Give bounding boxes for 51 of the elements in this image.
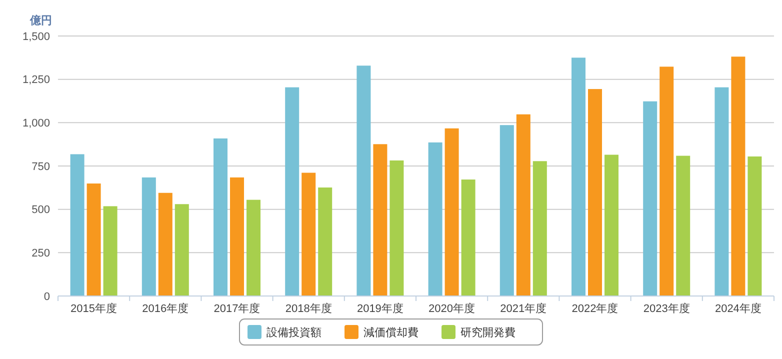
bar	[302, 172, 316, 296]
bar	[158, 192, 172, 296]
x-tick-label: 2023年度	[643, 302, 690, 315]
x-tick-label: 2018年度	[285, 302, 332, 315]
x-tick-label: 2021年度	[500, 302, 547, 315]
bar	[246, 200, 260, 296]
bar	[461, 180, 476, 296]
bar	[714, 87, 729, 296]
bar	[318, 187, 332, 296]
bar	[748, 156, 762, 296]
bar	[428, 142, 442, 296]
x-tick-label: 2016年度	[142, 302, 189, 315]
y-tick-label: 750	[32, 160, 50, 173]
bar	[660, 66, 674, 296]
bar	[390, 160, 404, 296]
bar	[356, 66, 371, 296]
bar	[444, 128, 459, 296]
x-tick-label: 2024年度	[714, 302, 762, 315]
bar	[532, 161, 547, 296]
legend-label: 設備投資額	[266, 326, 322, 339]
y-tick-label: 1,250	[22, 74, 50, 86]
bar	[604, 154, 618, 296]
bar	[373, 144, 388, 296]
bar	[214, 138, 228, 296]
x-tick-label: 2022年度	[572, 302, 618, 315]
y-tick-label: 1,000	[22, 118, 50, 130]
y-axis-title: 億円	[29, 14, 52, 27]
x-tick-label: 2015年度	[70, 302, 118, 315]
bar	[572, 58, 586, 296]
x-tick-label: 2019年度	[356, 302, 404, 315]
bar	[142, 177, 156, 296]
legend-label: 研究開発費	[460, 326, 516, 339]
bar	[516, 114, 530, 296]
bar	[86, 184, 101, 296]
legend-label: 減価償却費	[364, 326, 418, 339]
y-tick-label: 500	[32, 204, 50, 216]
y-tick-label: 1,500	[22, 30, 50, 43]
bar	[676, 156, 690, 296]
x-tick-label: 2017年度	[214, 302, 260, 315]
y-tick-label: 0	[44, 290, 50, 303]
x-tick-label: 2020年度	[428, 302, 476, 315]
bar	[643, 101, 658, 296]
bar	[103, 206, 118, 296]
bar	[588, 89, 602, 296]
y-tick-label: 250	[32, 248, 50, 260]
bar	[731, 56, 746, 296]
bar	[500, 125, 514, 296]
bar	[174, 204, 189, 296]
bar	[70, 154, 84, 296]
bar	[230, 177, 244, 296]
bar	[285, 87, 300, 296]
